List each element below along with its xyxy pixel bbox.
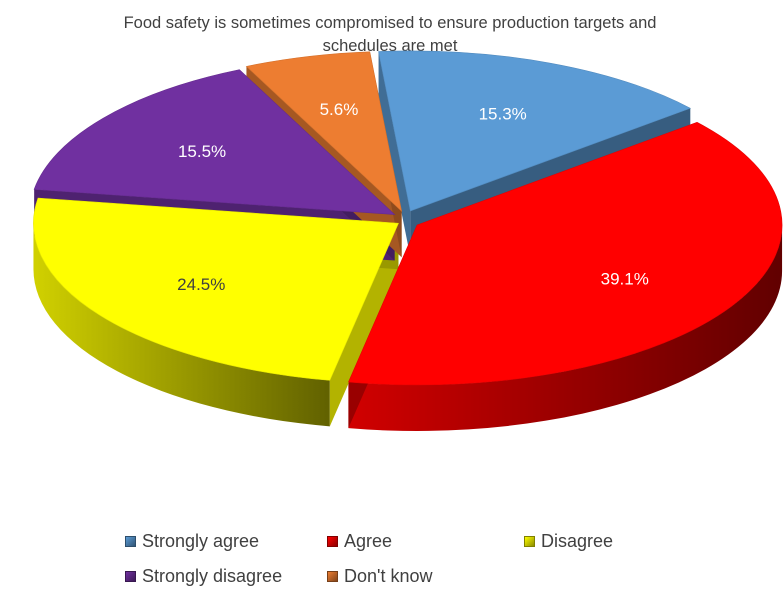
- legend-label-agree: Agree: [344, 531, 393, 551]
- data-label-don-t-know: 5.6%: [320, 100, 359, 119]
- legend-label-disagree: Disagree: [541, 531, 614, 551]
- legend-label-strongly-disagree: Strongly disagree: [142, 566, 283, 586]
- legend-item-disagree: Disagree: [524, 531, 613, 552]
- legend-row-2: Strongly disagree Don't know: [125, 559, 645, 594]
- data-label-strongly-agree: 15.3%: [479, 104, 527, 123]
- legend-label-dont-know: Don't know: [344, 566, 433, 586]
- data-label-strongly-disagree: 15.5%: [178, 142, 226, 161]
- slice-disagree: [33, 197, 399, 381]
- data-label-disagree: 24.5%: [177, 275, 225, 294]
- legend-swatch-strongly-disagree: [125, 571, 136, 582]
- chart-title: Food safety is sometimes compromised to …: [40, 12, 740, 58]
- legend-item-strongly-disagree: Strongly disagree: [125, 566, 327, 587]
- slice-don-t-know: [245, 51, 403, 213]
- legend-item-agree: Agree: [327, 531, 524, 552]
- legend-swatch-agree: [327, 536, 338, 547]
- chart-title-line-2: schedules are met: [322, 37, 458, 55]
- chart-title-line-1: Food safety is sometimes compromised to …: [123, 14, 657, 32]
- slice-side-agree: [348, 224, 783, 431]
- slice-agree: [347, 121, 783, 386]
- slice-strongly-agree: [378, 50, 692, 212]
- slice-face-strongly-agree-0: [378, 51, 411, 257]
- slice-strongly-disagree: [33, 69, 396, 215]
- legend-label-strongly-agree: Strongly agree: [142, 531, 260, 551]
- legend-swatch-strongly-agree: [125, 536, 136, 547]
- legend-row-1: Strongly agree Agree Disagree: [125, 524, 645, 559]
- slice-face-disagree-0: [329, 223, 399, 427]
- slice-side-disagree: [33, 223, 330, 427]
- legend-swatch-dont-know: [327, 571, 338, 582]
- legend-item-strongly-agree: Strongly agree: [125, 531, 327, 552]
- legend-swatch-disagree: [524, 536, 535, 547]
- legend: Strongly agree Agree Disagree Strongly d…: [125, 524, 645, 594]
- data-label-agree: 39.1%: [601, 270, 649, 289]
- legend-item-dont-know: Don't know: [327, 566, 432, 587]
